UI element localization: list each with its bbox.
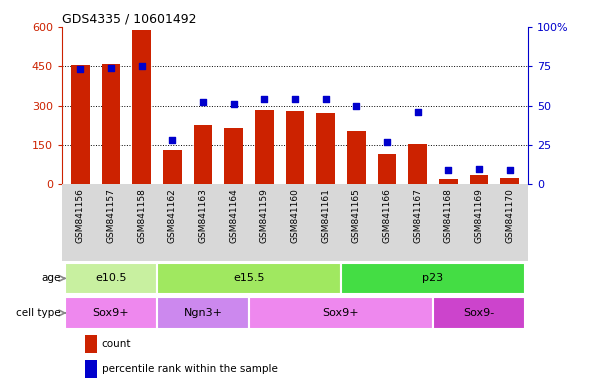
Bar: [408, 144, 427, 184]
Text: GSM841164: GSM841164: [229, 188, 238, 243]
Bar: [163, 150, 182, 184]
Point: [413, 109, 422, 115]
Text: GSM841167: GSM841167: [413, 188, 422, 243]
Point: [290, 96, 300, 103]
Bar: [286, 111, 304, 184]
Point: [444, 167, 453, 173]
Text: e10.5: e10.5: [95, 273, 127, 283]
Text: age: age: [42, 273, 61, 283]
Text: GSM841169: GSM841169: [474, 188, 483, 243]
Text: Sox9+: Sox9+: [323, 308, 359, 318]
FancyBboxPatch shape: [433, 297, 525, 328]
FancyBboxPatch shape: [341, 263, 525, 294]
FancyBboxPatch shape: [65, 263, 157, 294]
Text: GSM841162: GSM841162: [168, 188, 177, 243]
Point: [352, 103, 361, 109]
Point: [260, 96, 269, 103]
Point: [137, 63, 146, 70]
Point: [321, 96, 330, 103]
Point: [198, 99, 208, 106]
Bar: [133, 30, 151, 184]
Bar: [85, 335, 97, 353]
Bar: [194, 125, 212, 184]
Text: GSM841165: GSM841165: [352, 188, 361, 243]
Text: GSM841156: GSM841156: [76, 188, 85, 243]
Text: GSM841163: GSM841163: [198, 188, 208, 243]
FancyBboxPatch shape: [157, 297, 249, 328]
Text: count: count: [101, 339, 131, 349]
Text: GDS4335 / 10601492: GDS4335 / 10601492: [62, 13, 196, 26]
Bar: [224, 128, 243, 184]
Point: [474, 166, 484, 172]
Bar: [102, 64, 120, 184]
Bar: [347, 131, 366, 184]
Text: GSM841159: GSM841159: [260, 188, 269, 243]
Point: [382, 139, 392, 145]
Bar: [470, 175, 488, 184]
Text: Ngn3+: Ngn3+: [183, 308, 222, 318]
Bar: [71, 65, 90, 184]
Text: Sox9+: Sox9+: [93, 308, 129, 318]
Text: GSM841170: GSM841170: [505, 188, 514, 243]
Bar: [316, 114, 335, 184]
Bar: [255, 109, 274, 184]
Bar: [500, 178, 519, 184]
Text: GSM841158: GSM841158: [137, 188, 146, 243]
Point: [106, 65, 116, 71]
Text: GSM841166: GSM841166: [382, 188, 392, 243]
Point: [168, 137, 177, 143]
Point: [505, 167, 514, 173]
FancyBboxPatch shape: [65, 297, 157, 328]
Text: p23: p23: [422, 273, 444, 283]
Text: GSM841168: GSM841168: [444, 188, 453, 243]
Bar: [378, 154, 396, 184]
Bar: [439, 179, 457, 184]
Text: GSM841160: GSM841160: [290, 188, 300, 243]
Text: percentile rank within the sample: percentile rank within the sample: [101, 364, 277, 374]
Point: [229, 101, 238, 107]
FancyBboxPatch shape: [249, 297, 433, 328]
Point: [76, 66, 85, 73]
Text: GSM841157: GSM841157: [107, 188, 116, 243]
Text: cell type: cell type: [17, 308, 61, 318]
Bar: [85, 360, 97, 378]
Text: e15.5: e15.5: [233, 273, 265, 283]
FancyBboxPatch shape: [157, 263, 341, 294]
Text: GSM841161: GSM841161: [321, 188, 330, 243]
Text: Sox9-: Sox9-: [463, 308, 494, 318]
